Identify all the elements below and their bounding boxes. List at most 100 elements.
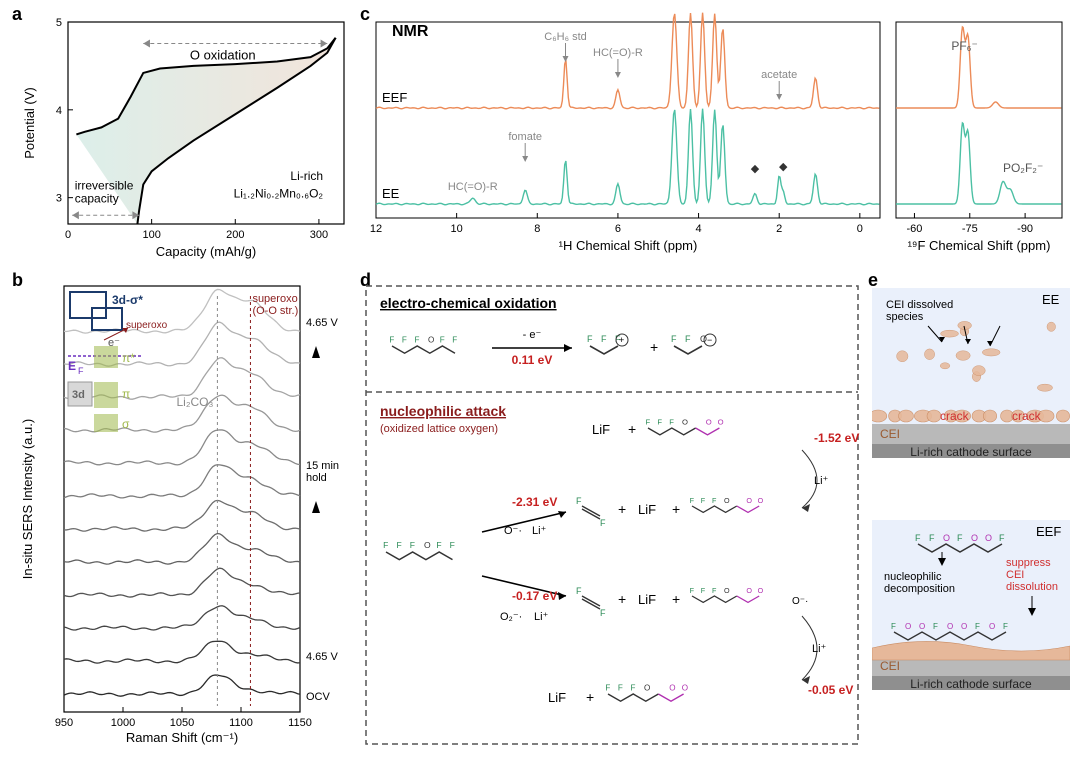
svg-text:electro-chemical oxidation: electro-chemical oxidation (380, 295, 557, 311)
svg-text:In-situ SERS Intensity (a.u.): In-situ SERS Intensity (a.u.) (20, 419, 35, 579)
svg-text:+: + (618, 501, 626, 517)
svg-text:CEI: CEI (880, 427, 900, 441)
chart-b: 9501000105011001150 Li₂CO₃superoxo(O-O s… (18, 278, 356, 748)
svg-text:-0.05 eV: -0.05 eV (808, 683, 853, 697)
chart-c: 024681012¹H Chemical Shift (ppm)EEFEEC₆H… (362, 12, 1070, 262)
svg-text:-75: -75 (962, 223, 978, 235)
svg-text:3d: 3d (72, 389, 85, 401)
svg-text:4: 4 (695, 223, 701, 235)
svg-text:F: F (657, 418, 662, 427)
svg-text:Li⁺: Li⁺ (532, 525, 547, 537)
svg-text:acetate: acetate (761, 69, 797, 81)
diagram-e: Li-rich cathode surface CEI EE CEI dissolve… (872, 282, 1070, 748)
svg-text:capacity: capacity (75, 191, 119, 205)
svg-text:(O-O str.): (O-O str.) (252, 305, 298, 317)
svg-text:F: F (933, 622, 938, 631)
svg-text:4.65 V: 4.65 V (306, 651, 338, 663)
svg-text:F: F (957, 533, 963, 543)
svg-text:2: 2 (776, 223, 782, 235)
svg-text:3: 3 (56, 193, 62, 205)
svg-text:LiF: LiF (638, 502, 656, 517)
svg-text:300: 300 (310, 229, 328, 241)
svg-text:Li-rich cathode surface: Li-rich cathode surface (910, 677, 1032, 691)
svg-text:Li⁺: Li⁺ (814, 475, 829, 487)
svg-text:F: F (402, 335, 407, 344)
svg-text:EEF: EEF (1036, 524, 1061, 539)
diagram-d: electro-chemical oxidationFFFFFO- e⁻0.11… (362, 282, 862, 748)
svg-text:0.11 eV: 0.11 eV (512, 353, 553, 367)
svg-text:200: 200 (226, 229, 244, 241)
svg-text:F: F (631, 683, 636, 692)
svg-text:OCV: OCV (306, 691, 331, 703)
svg-text:(oxidized lattice oxygen): (oxidized lattice oxygen) (380, 423, 498, 435)
svg-text:-60: -60 (906, 223, 922, 235)
svg-text:-2.31 eV: -2.31 eV (512, 495, 557, 509)
svg-text:F: F (576, 496, 582, 506)
svg-text:O: O (758, 496, 764, 505)
svg-text:O: O (905, 622, 911, 631)
svg-text:12: 12 (370, 223, 382, 235)
svg-text:HC(=O)-R: HC(=O)-R (593, 47, 643, 59)
svg-text:F: F (690, 496, 695, 505)
svg-text:O: O (718, 418, 724, 427)
svg-text:LiF: LiF (592, 422, 610, 437)
svg-text:O oxidation: O oxidation (190, 48, 256, 63)
svg-text:F: F (396, 540, 401, 550)
svg-text:O: O (682, 418, 688, 427)
svg-text:hold: hold (306, 472, 327, 484)
svg-text:O: O (746, 496, 752, 505)
chart-a: 0100200300345 O oxidationirreversiblecap… (18, 12, 356, 262)
svg-text:-0.17 eV: -0.17 eV (512, 589, 557, 603)
svg-text:F: F (929, 533, 935, 543)
svg-text:- e⁻: - e⁻ (523, 329, 542, 341)
svg-text:σ: σ (122, 417, 130, 431)
svg-text:Li₁.₂Ni₀.₂Mn₀.₆O₂: Li₁.₂Ni₀.₂Mn₀.₆O₂ (234, 187, 324, 201)
svg-text:+: + (618, 591, 626, 607)
svg-text:F: F (669, 418, 674, 427)
svg-text:F: F (605, 683, 610, 692)
svg-text:EE: EE (382, 186, 400, 201)
svg-text:CEI dissolved: CEI dissolved (886, 299, 953, 311)
svg-text:0: 0 (65, 229, 71, 241)
svg-text:Li₂CO₃: Li₂CO₃ (177, 395, 214, 409)
svg-text:8: 8 (534, 223, 540, 235)
svg-text:◆: ◆ (751, 163, 760, 175)
svg-text:F: F (440, 335, 445, 344)
svg-text:F: F (701, 496, 706, 505)
svg-text:¹H Chemical Shift (ppm): ¹H Chemical Shift (ppm) (559, 238, 698, 253)
svg-text:O⁻·: O⁻· (792, 596, 808, 607)
panel-b: 9501000105011001150 Li₂CO₃superoxo(O-O s… (18, 278, 356, 748)
svg-text:F: F (685, 334, 691, 344)
panel-a: 0100200300345 O oxidationirreversiblecap… (18, 12, 356, 262)
svg-text:F: F (891, 622, 896, 631)
svg-text:superoxo: superoxo (252, 293, 297, 305)
svg-text:¹⁹F Chemical Shift (ppm): ¹⁹F Chemical Shift (ppm) (908, 238, 1051, 253)
svg-text:O: O (644, 683, 650, 692)
svg-text:C₆H₆ std: C₆H₆ std (544, 31, 587, 43)
svg-text:1100: 1100 (229, 717, 253, 729)
svg-text:O: O (971, 533, 978, 543)
svg-text:F: F (436, 540, 441, 550)
svg-text:O: O (961, 622, 967, 631)
svg-text:◆: ◆ (779, 161, 788, 173)
svg-text:+: + (650, 339, 658, 355)
svg-text:O: O (706, 418, 712, 427)
svg-text:F: F (671, 334, 677, 344)
svg-text:O: O (428, 335, 434, 344)
svg-text:crack: crack (1012, 409, 1042, 423)
svg-text:−: − (707, 335, 712, 345)
svg-text:-1.52 eV: -1.52 eV (814, 431, 859, 445)
svg-text:+: + (672, 501, 680, 517)
svg-text:F: F (452, 335, 457, 344)
svg-text:F: F (410, 540, 415, 550)
svg-text:EE: EE (1042, 292, 1060, 307)
svg-text:F: F (601, 334, 607, 344)
svg-text:+: + (672, 591, 680, 607)
svg-text:E: E (68, 359, 76, 373)
svg-text:F: F (78, 366, 84, 376)
svg-text:F: F (450, 540, 455, 550)
svg-text:1000: 1000 (111, 717, 135, 729)
svg-text:O₂⁻·: O₂⁻· (500, 611, 522, 623)
svg-text:F: F (999, 533, 1005, 543)
svg-text:π*: π* (122, 351, 135, 365)
